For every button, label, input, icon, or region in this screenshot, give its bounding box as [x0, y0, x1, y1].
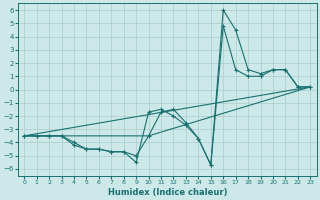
X-axis label: Humidex (Indice chaleur): Humidex (Indice chaleur): [108, 188, 227, 197]
